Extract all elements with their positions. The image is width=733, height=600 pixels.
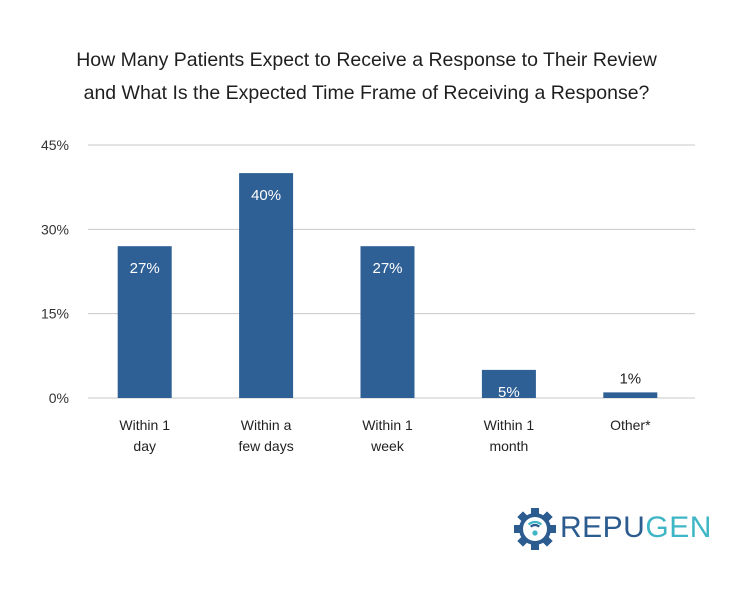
chart-title-line-2: and What Is the Expected Time Frame of R… <box>83 82 650 104</box>
x-tick-label: week <box>370 438 405 454</box>
x-tick-label: few days <box>238 438 293 454</box>
bar <box>239 173 294 398</box>
y-tick-label: 15% <box>41 306 69 322</box>
chart-title: How Many Patients Expect to Receive a Re… <box>0 44 733 110</box>
x-tick-label: Within 1 <box>119 417 170 433</box>
data-label: 5% <box>498 384 520 401</box>
bar <box>360 246 415 398</box>
data-label: 1% <box>619 370 641 387</box>
x-tick-label: month <box>489 438 528 454</box>
data-label: 40% <box>251 187 281 204</box>
data-label: 27% <box>130 260 160 277</box>
logo-text-gen: GEN <box>645 511 712 544</box>
repugen-logo: REPUGEN <box>513 507 711 551</box>
x-tick-label: day <box>133 438 156 454</box>
logo-text: REPUGEN <box>560 511 712 545</box>
y-tick-label: 0% <box>49 390 69 406</box>
bar <box>603 392 658 398</box>
bar <box>117 246 172 398</box>
repugen-gear-icon <box>514 508 556 550</box>
bar <box>481 369 536 398</box>
y-tick-label: 45% <box>41 137 69 153</box>
data-label: 27% <box>372 260 402 277</box>
chart-title-line-1: How Many Patients Expect to Receive a Re… <box>76 49 657 71</box>
logo-text-repu: REPU <box>560 511 646 544</box>
x-tick-label: Within 1 <box>362 417 413 433</box>
y-tick-label: 30% <box>41 221 69 237</box>
x-tick-label: Other* <box>610 417 651 433</box>
x-tick-label: Within 1 <box>484 417 535 433</box>
x-tick-label: Within a <box>241 417 292 433</box>
